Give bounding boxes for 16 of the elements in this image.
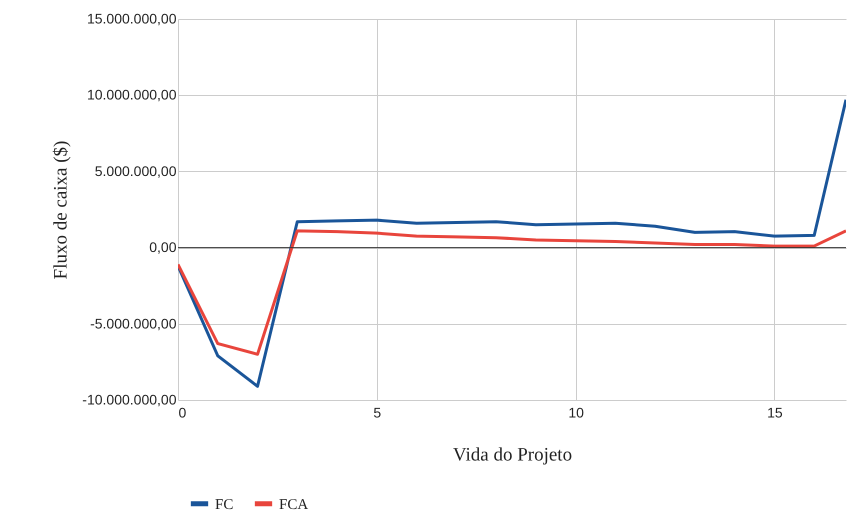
x-tick-label: 10 [568, 404, 584, 420]
y-tick-label: 15.000.000,00 [86, 10, 177, 26]
x-tick-label: 0 [178, 404, 186, 420]
legend-label: FCA [279, 496, 308, 513]
x-tick-label: 15 [767, 404, 783, 420]
y-tick-label: 10.000.000,00 [86, 86, 177, 103]
line-series [178, 98, 846, 388]
y-tick-label: -5.000.000,00 [90, 315, 177, 332]
legend-label: FC [215, 496, 234, 513]
y-tick-label: 0,00 [149, 239, 177, 256]
x-tick-label: 5 [373, 404, 382, 420]
x-axis-title: Vida do Projeto [452, 444, 572, 466]
y-tick-label: -10.000.000,00 [82, 392, 177, 408]
y-tick-label: 5.000.000,00 [94, 162, 177, 179]
y-axis-title: Fluxo de caixa ($) [50, 140, 72, 280]
line-series [178, 229, 846, 356]
